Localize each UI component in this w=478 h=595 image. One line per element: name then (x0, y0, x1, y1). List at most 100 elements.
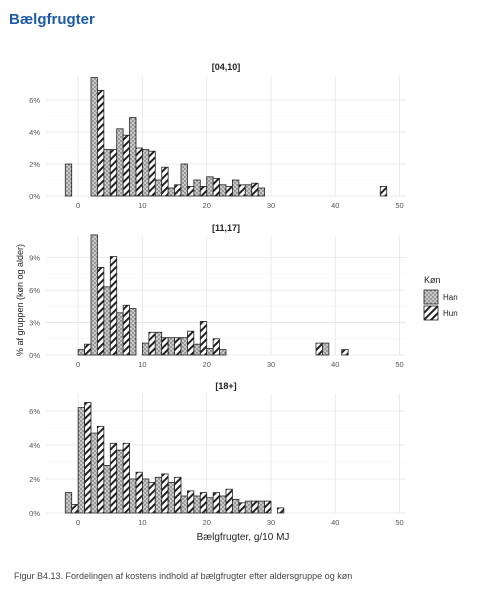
bar-han (142, 478, 150, 514)
x-tick-label: 40 (331, 518, 339, 527)
bar-han (322, 342, 330, 356)
bar-han (142, 149, 150, 197)
bar-hun (84, 402, 92, 514)
y-tick-label: 4% (29, 128, 40, 137)
bar-han (206, 348, 214, 356)
bar-han (193, 179, 201, 197)
panel-label: [18+] (215, 381, 236, 391)
x-tick-label: 10 (138, 518, 146, 527)
x-tick-label: 30 (267, 360, 275, 369)
bar-hun (97, 90, 105, 197)
x-tick-label: 20 (203, 518, 211, 527)
legend-title: Køn (424, 275, 441, 285)
bar-han (103, 286, 111, 356)
bar-hun (212, 492, 220, 514)
bar-han (244, 500, 253, 514)
legend-label-han: Han (443, 293, 458, 302)
bar-hun (122, 304, 130, 356)
x-tick-label: 40 (331, 201, 339, 210)
bar-hun (199, 492, 208, 514)
bar-hun (84, 343, 92, 356)
bar-han (244, 184, 253, 197)
x-tick-label: 0 (76, 360, 80, 369)
x-tick-label: 50 (395, 518, 403, 527)
bar-hun (379, 185, 388, 197)
bar-han (232, 498, 240, 514)
y-axis-label: % af gruppen (køn og alder) (15, 244, 25, 356)
x-tick-label: 10 (138, 201, 146, 210)
bar-han (193, 343, 201, 356)
y-tick-label: 0% (29, 192, 40, 201)
bar-han (90, 432, 98, 514)
bar-hun (212, 338, 220, 356)
bar-hun (161, 337, 169, 356)
bar-hun (174, 184, 182, 197)
bar-han (219, 349, 227, 356)
x-tick-label: 20 (203, 360, 211, 369)
bar-hun (277, 507, 285, 514)
panel-1: [11,17] 0% 3% 6% 9% 0 10 20 30 40 50 (29, 223, 406, 369)
bar-han (180, 163, 188, 197)
bar-hun (97, 425, 105, 514)
bar-hun (199, 321, 208, 356)
bar-hun (161, 166, 169, 197)
y-tick-label: 4% (29, 441, 40, 450)
bar-han (180, 495, 188, 514)
bar-hun (174, 337, 182, 356)
bar-hun (161, 473, 169, 514)
x-tick-label: 0 (76, 518, 80, 527)
bar-han (142, 342, 150, 356)
bar-hun (251, 182, 259, 197)
bar-hun (97, 266, 105, 356)
bar-hun (122, 134, 130, 197)
x-tick-label: 30 (267, 518, 275, 527)
bar-han (193, 495, 201, 514)
x-tick-label: 40 (331, 360, 339, 369)
y-tick-label: 6% (29, 407, 40, 416)
bar-hun (148, 331, 156, 356)
x-tick-label: 50 (395, 201, 403, 210)
panel-2: [18+] 0% 2% 4% 6% 0 10 20 30 40 50 (29, 381, 406, 527)
bar-hun (187, 185, 195, 197)
bar-hun (199, 185, 208, 197)
bar-han (90, 77, 98, 197)
bar-han (116, 312, 124, 356)
bar-hun (109, 256, 118, 356)
bar-hun (174, 476, 182, 514)
legend-swatch-hun (423, 305, 439, 321)
bar-hun (187, 490, 195, 514)
x-tick-label: 20 (203, 201, 211, 210)
bar-hun (187, 330, 195, 356)
bar-han (77, 407, 85, 514)
x-tick-label: 0 (76, 201, 80, 210)
legend-swatch-han (423, 289, 439, 305)
bar-hun (148, 150, 156, 197)
bar-hun (238, 502, 246, 514)
bar-han (232, 179, 240, 197)
bar-han (206, 497, 214, 514)
y-tick-label: 3% (29, 319, 40, 328)
panel-label: [11,17] (212, 223, 240, 233)
bar-han (167, 337, 175, 356)
y-tick-label: 2% (29, 160, 40, 169)
bar-hun (109, 149, 118, 197)
x-tick-label: 10 (138, 360, 146, 369)
bar-hun (225, 185, 233, 197)
bar-han (219, 184, 227, 197)
bar-hun (135, 147, 143, 197)
legend-label-hun: Hun (443, 309, 458, 318)
bar-hun (341, 349, 349, 356)
bar-hun (264, 500, 272, 514)
bar-han (154, 476, 163, 514)
y-tick-label: 6% (29, 96, 40, 105)
bar-han (167, 187, 175, 197)
x-tick-label: 50 (395, 360, 403, 369)
bar-han (154, 179, 163, 197)
bar-hun (109, 442, 118, 514)
bar-han (103, 464, 111, 514)
x-axis-label: Bælgfrugter, g/10 MJ (197, 532, 290, 543)
bar-han (129, 117, 137, 197)
bar-han (90, 234, 98, 356)
bar-hun (122, 442, 130, 514)
